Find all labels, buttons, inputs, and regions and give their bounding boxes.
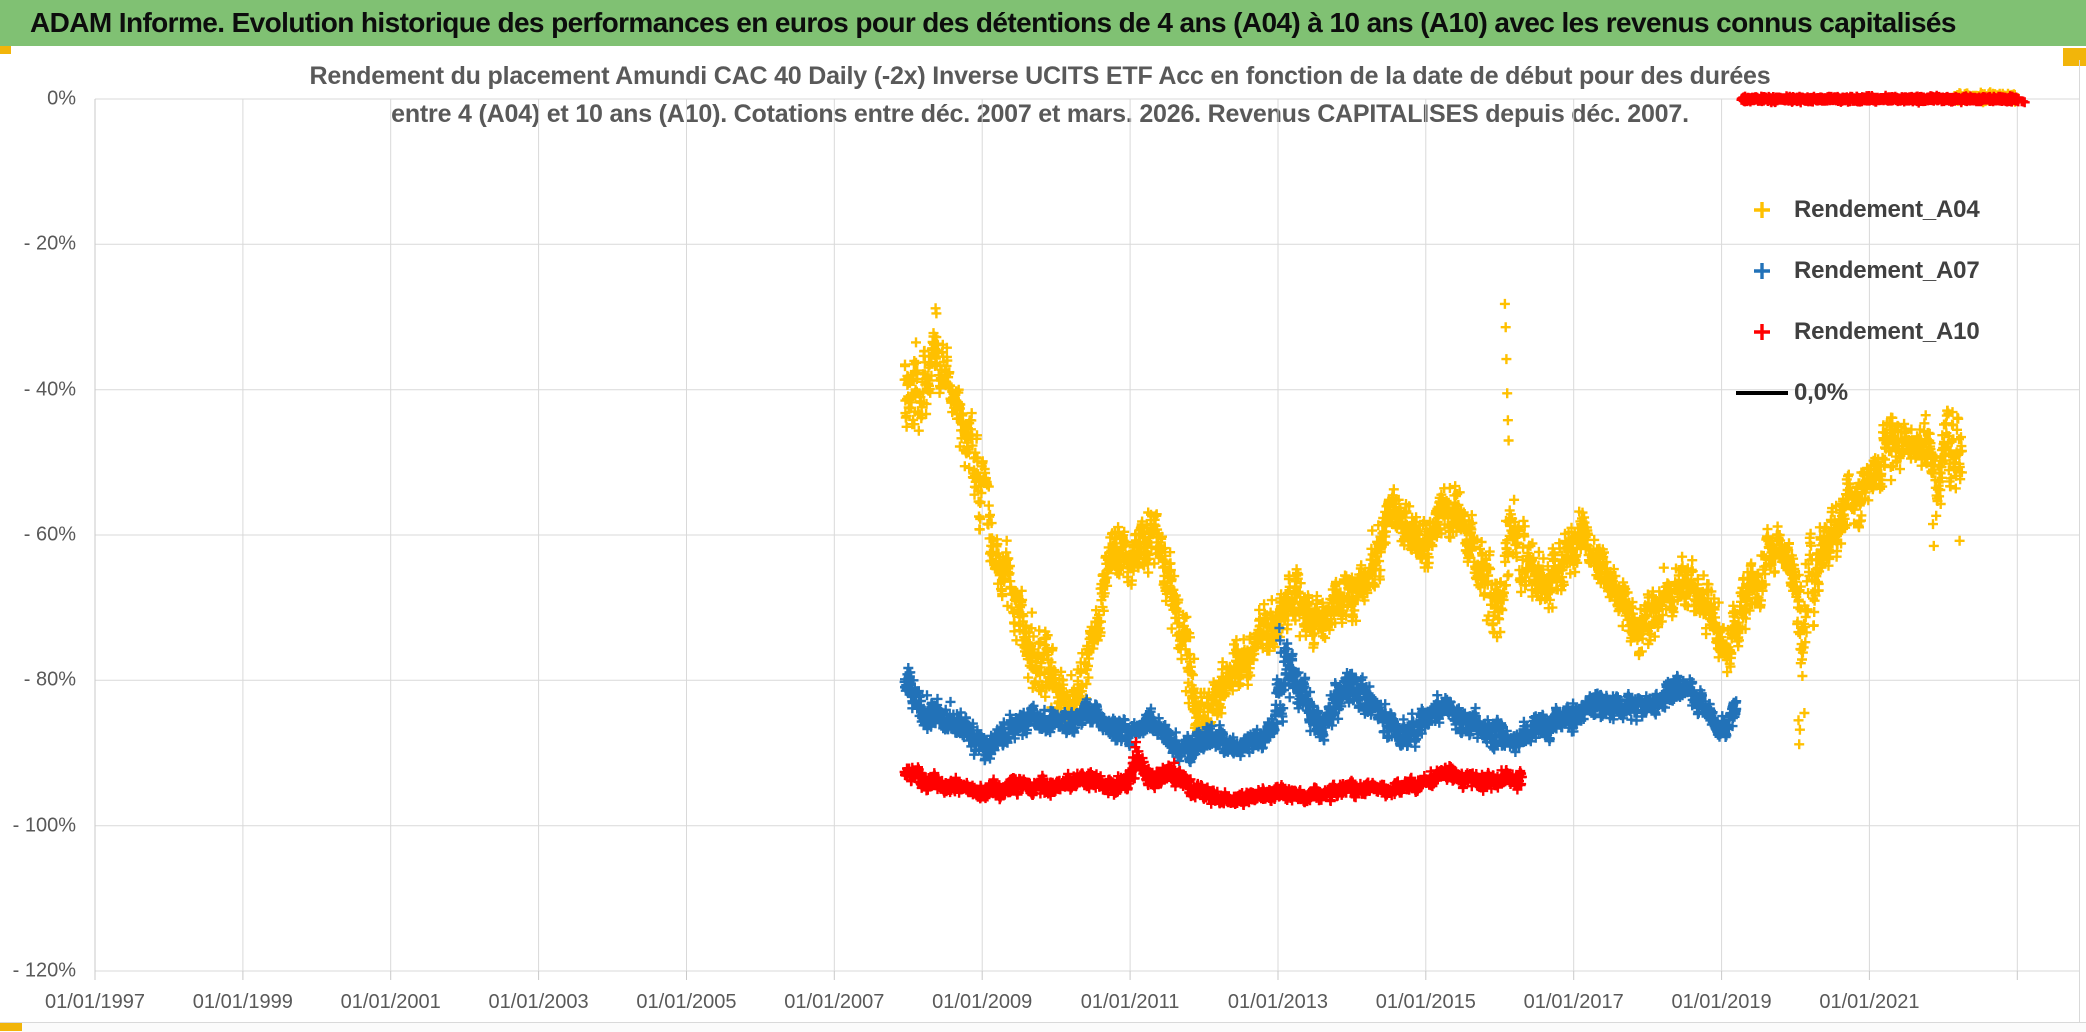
y-tick-label: - 80% bbox=[23, 668, 76, 691]
x-tick-label: 01/01/1999 bbox=[192, 991, 293, 1013]
plus-marker-icon bbox=[1736, 261, 1788, 281]
legend-item-rendement-a10[interactable]: Rendement_A10 bbox=[1736, 311, 2056, 353]
x-tick-label: 01/01/2001 bbox=[340, 991, 441, 1013]
legend-item-zero-line[interactable]: 0,0% bbox=[1736, 372, 2056, 414]
legend-item-rendement-a07[interactable]: Rendement_A07 bbox=[1736, 250, 2056, 292]
chart-title-line1: Rendement du placement Amundi CAC 40 Dai… bbox=[309, 62, 1771, 90]
gold-accent-top-left bbox=[0, 46, 11, 54]
x-tick-label: 01/01/2007 bbox=[784, 991, 885, 1013]
x-tick-label: 01/01/2009 bbox=[932, 991, 1033, 1013]
y-tick-label: - 60% bbox=[23, 523, 76, 546]
legend-label: Rendement_A10 bbox=[1794, 318, 1980, 345]
y-axis-labels: 0% - 20% - 40% - 60% - 80% - 100% - 120% bbox=[0, 0, 76, 1031]
gold-accent-bottom-left bbox=[0, 1023, 22, 1031]
y-tick-label: - 120% bbox=[12, 959, 76, 982]
legend-label: Rendement_A07 bbox=[1794, 257, 1980, 284]
x-tick-label: 01/01/2017 bbox=[1523, 991, 1624, 1013]
y-tick-label: 0% bbox=[47, 87, 76, 110]
x-axis-labels: 01/01/1997 01/01/1999 01/01/2001 01/01/2003… bbox=[0, 991, 2086, 1017]
x-tick-label: 01/01/2019 bbox=[1671, 991, 1772, 1013]
plus-marker-icon bbox=[1736, 200, 1788, 220]
legend-label: 0,0% bbox=[1794, 379, 1848, 406]
x-tick-label: 01/01/2011 bbox=[1080, 991, 1180, 1013]
horizontal-scrollbar[interactable] bbox=[0, 1022, 2086, 1032]
x-tick-label: 01/01/2013 bbox=[1227, 991, 1329, 1013]
title-bar: ADAM Informe. Evolution historique des p… bbox=[0, 0, 2086, 46]
zero-line-icon bbox=[1736, 391, 1788, 395]
legend: Rendement_A04 Rendement_A07 Rendement_A1… bbox=[1736, 189, 2056, 433]
y-tick-label: - 100% bbox=[12, 814, 76, 837]
legend-item-rendement-a04[interactable]: Rendement_A04 bbox=[1736, 189, 2056, 231]
x-tick-label: 01/01/2021 bbox=[1819, 991, 1920, 1013]
y-tick-label: - 40% bbox=[23, 378, 76, 401]
chart-title-line2: entre 4 (A04) et 10 ans (A10). Cotations… bbox=[391, 100, 1689, 128]
chart-right-border bbox=[2079, 60, 2080, 1022]
x-tick-label: 01/01/2005 bbox=[636, 991, 737, 1013]
x-tick-label: 01/01/1997 bbox=[44, 991, 146, 1013]
plus-marker-icon bbox=[1736, 322, 1788, 342]
report-title: ADAM Informe. Evolution historique des p… bbox=[30, 7, 1956, 38]
x-tick-label: 01/01/2003 bbox=[488, 991, 589, 1013]
gold-accent-top-right bbox=[2063, 48, 2086, 66]
x-tick-label: 01/01/2015 bbox=[1375, 991, 1476, 1013]
legend-label: Rendement_A04 bbox=[1794, 196, 1980, 223]
chart-title[interactable]: Rendement du placement Amundi CAC 40 Dai… bbox=[300, 57, 1780, 133]
y-tick-label: - 20% bbox=[23, 232, 76, 255]
